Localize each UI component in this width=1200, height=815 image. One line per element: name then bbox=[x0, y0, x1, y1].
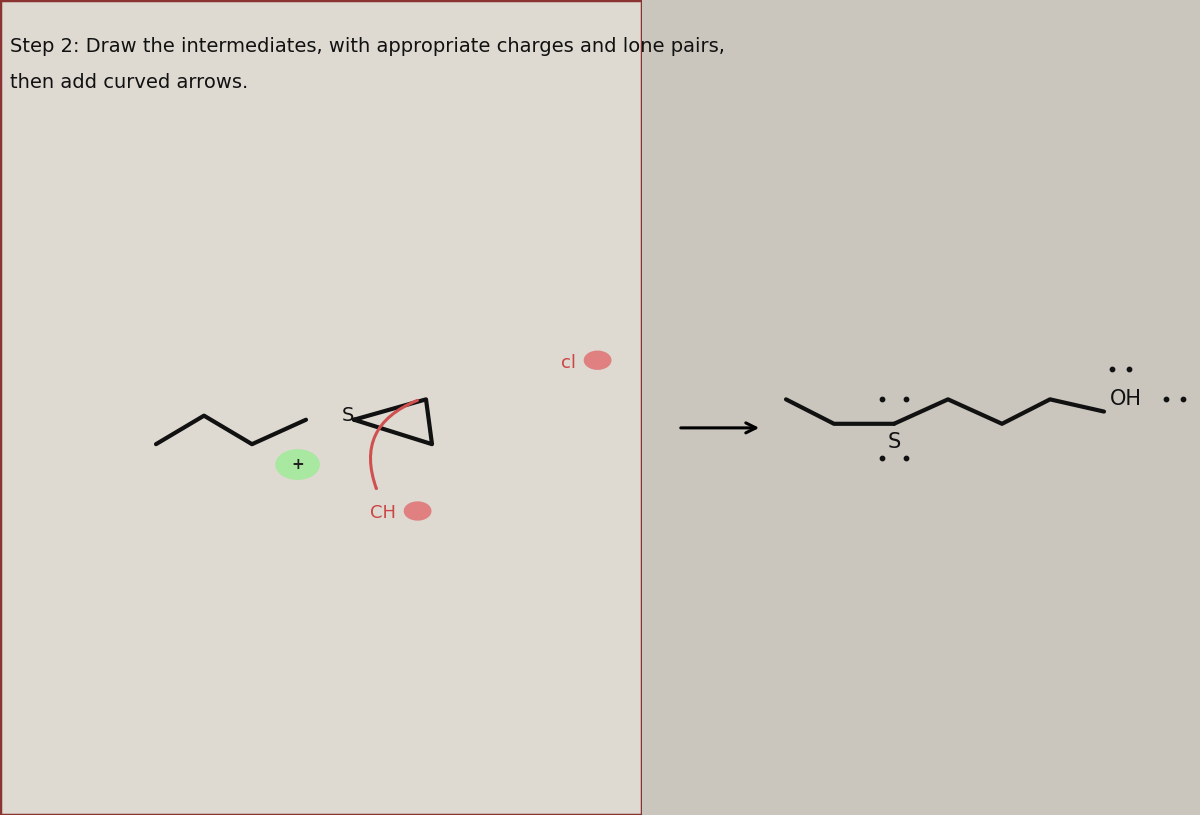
Circle shape bbox=[276, 450, 319, 479]
Text: S: S bbox=[887, 432, 901, 452]
FancyArrowPatch shape bbox=[371, 400, 418, 488]
Text: cl: cl bbox=[562, 354, 576, 372]
Text: CH: CH bbox=[370, 504, 396, 522]
Circle shape bbox=[404, 502, 431, 520]
Text: OH: OH bbox=[1110, 390, 1142, 409]
Bar bbox=[0, 0, 642, 815]
Text: Step 2: Draw the intermediates, with appropriate charges and lone pairs,: Step 2: Draw the intermediates, with app… bbox=[10, 37, 725, 55]
Circle shape bbox=[584, 351, 611, 369]
Bar bbox=[642, 0, 1200, 815]
Text: +: + bbox=[292, 457, 304, 472]
Text: then add curved arrows.: then add curved arrows. bbox=[10, 73, 248, 92]
Text: S: S bbox=[342, 406, 354, 425]
